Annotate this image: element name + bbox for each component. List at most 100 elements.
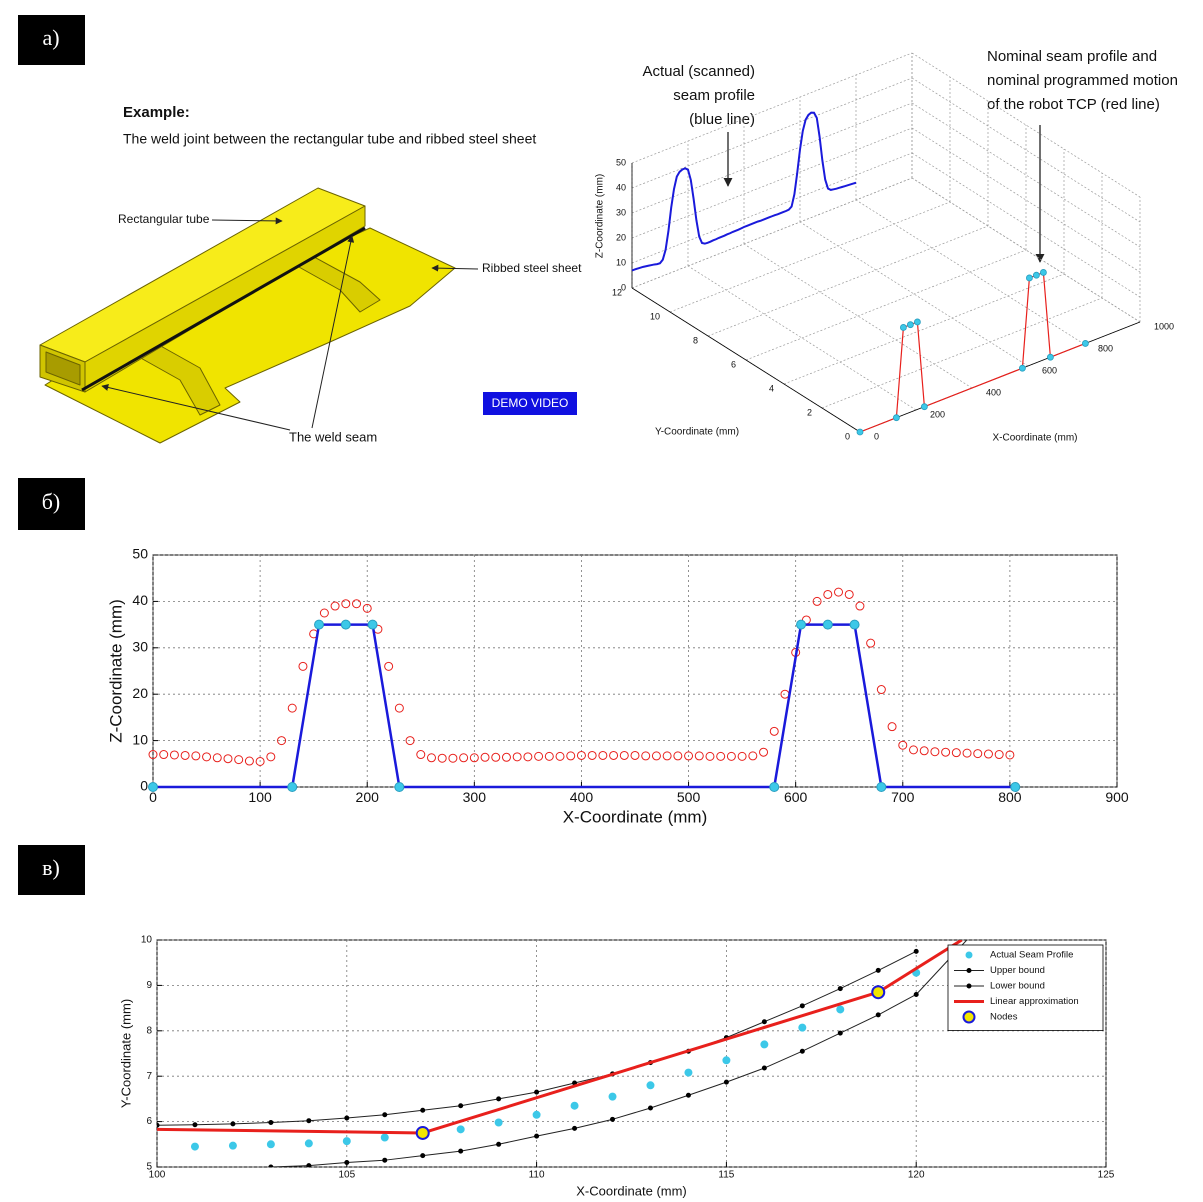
marker bbox=[921, 403, 928, 411]
marker bbox=[394, 782, 405, 792]
marker bbox=[570, 1101, 579, 1110]
marker bbox=[384, 661, 394, 671]
marker bbox=[494, 1118, 503, 1127]
legend-swatch bbox=[965, 951, 973, 959]
marker bbox=[799, 1003, 805, 1009]
grid-line bbox=[669, 201, 951, 313]
grid-line bbox=[911, 77, 1141, 223]
marker bbox=[394, 703, 404, 713]
marker bbox=[761, 1019, 767, 1025]
x-tick-label: 0 bbox=[874, 431, 879, 441]
marker bbox=[534, 751, 544, 761]
marker bbox=[148, 750, 158, 760]
marker bbox=[769, 726, 779, 736]
y-tick-label: 20 bbox=[132, 685, 148, 701]
marker bbox=[723, 1079, 729, 1085]
marker bbox=[990, 911, 994, 915]
marker bbox=[448, 753, 458, 763]
marker bbox=[983, 749, 993, 759]
x-tick-label: 200 bbox=[356, 789, 380, 805]
y-tick-label: 0 bbox=[140, 778, 148, 794]
marker bbox=[512, 752, 522, 762]
marker bbox=[685, 1092, 691, 1098]
marker bbox=[314, 619, 325, 630]
marker bbox=[496, 1096, 502, 1102]
marker bbox=[647, 1105, 653, 1111]
marker bbox=[796, 619, 807, 630]
marker bbox=[496, 1141, 502, 1147]
axis-line bbox=[631, 287, 861, 433]
grid-line bbox=[911, 52, 1141, 198]
marker bbox=[812, 596, 822, 606]
x-tick-label: 300 bbox=[463, 789, 487, 805]
marker bbox=[684, 1068, 693, 1077]
annotation: Actual (scanned) bbox=[642, 63, 755, 80]
marker bbox=[834, 587, 844, 597]
marker bbox=[798, 1023, 807, 1032]
arrow bbox=[431, 264, 479, 272]
marker bbox=[532, 1110, 541, 1119]
marker bbox=[266, 752, 276, 762]
y-tick-label: 10 bbox=[650, 311, 660, 321]
marker bbox=[416, 750, 426, 760]
y-tick-label: 10 bbox=[132, 731, 148, 747]
arrow bbox=[211, 217, 283, 225]
marker bbox=[619, 750, 629, 760]
x-axis-label: X-Coordinate (mm) bbox=[992, 433, 1077, 444]
caption: The weld joint between the rectangular t… bbox=[123, 131, 536, 147]
x-tick-label: 125 bbox=[1098, 1170, 1115, 1181]
marker bbox=[875, 967, 881, 973]
marker bbox=[646, 1081, 655, 1090]
marker bbox=[304, 1139, 313, 1148]
nominal-profile-3d bbox=[859, 271, 1086, 433]
x-axis-label: X-Coordinate (mm) bbox=[576, 1183, 687, 1198]
marker bbox=[919, 746, 929, 756]
marker bbox=[871, 985, 886, 1000]
x-tick-label: 120 bbox=[908, 1170, 925, 1181]
x-tick-label: 105 bbox=[338, 1170, 355, 1181]
marker bbox=[420, 1107, 426, 1113]
marker bbox=[684, 751, 694, 761]
y-tick-label: 2 bbox=[807, 407, 812, 417]
x-tick-label: 115 bbox=[718, 1170, 734, 1181]
x-tick-label: 400 bbox=[986, 387, 1001, 397]
marker bbox=[244, 756, 254, 766]
demo-button[interactable] bbox=[483, 392, 577, 415]
marker bbox=[287, 703, 297, 713]
x-tick-label: 500 bbox=[677, 789, 701, 805]
marker bbox=[673, 751, 683, 761]
marker bbox=[157, 1122, 160, 1128]
marker bbox=[855, 601, 865, 611]
marker bbox=[1047, 353, 1054, 361]
marker bbox=[420, 1153, 426, 1159]
marker bbox=[1082, 340, 1089, 347]
marker bbox=[907, 321, 914, 329]
y-axis-label: Z-Coordinate (mm) bbox=[106, 599, 125, 743]
marker bbox=[523, 752, 533, 762]
series-layer bbox=[148, 587, 1021, 792]
demo-button-label[interactable]: DEMO VIDEO bbox=[492, 396, 569, 410]
marker bbox=[866, 638, 876, 648]
marker bbox=[572, 1125, 578, 1131]
y-tick-label: 6 bbox=[146, 1116, 152, 1127]
marker bbox=[459, 753, 469, 763]
marker bbox=[759, 747, 769, 757]
marker bbox=[844, 589, 854, 599]
weld-seam bbox=[81, 226, 366, 392]
marker bbox=[1005, 750, 1015, 760]
marker bbox=[761, 1065, 767, 1071]
x-tick-label: 1000 bbox=[1154, 321, 1174, 331]
marker bbox=[769, 782, 780, 792]
marker bbox=[341, 599, 351, 609]
marker bbox=[726, 751, 736, 761]
marker bbox=[630, 750, 640, 760]
x-tick-label: 800 bbox=[1098, 343, 1113, 353]
grid-line bbox=[631, 102, 913, 214]
marker bbox=[1026, 274, 1033, 282]
marker bbox=[228, 1141, 237, 1150]
series-layer bbox=[157, 911, 994, 1167]
marker bbox=[344, 1115, 350, 1121]
marker bbox=[876, 782, 887, 792]
grid-line bbox=[631, 127, 913, 239]
legend-swatch bbox=[966, 983, 972, 989]
